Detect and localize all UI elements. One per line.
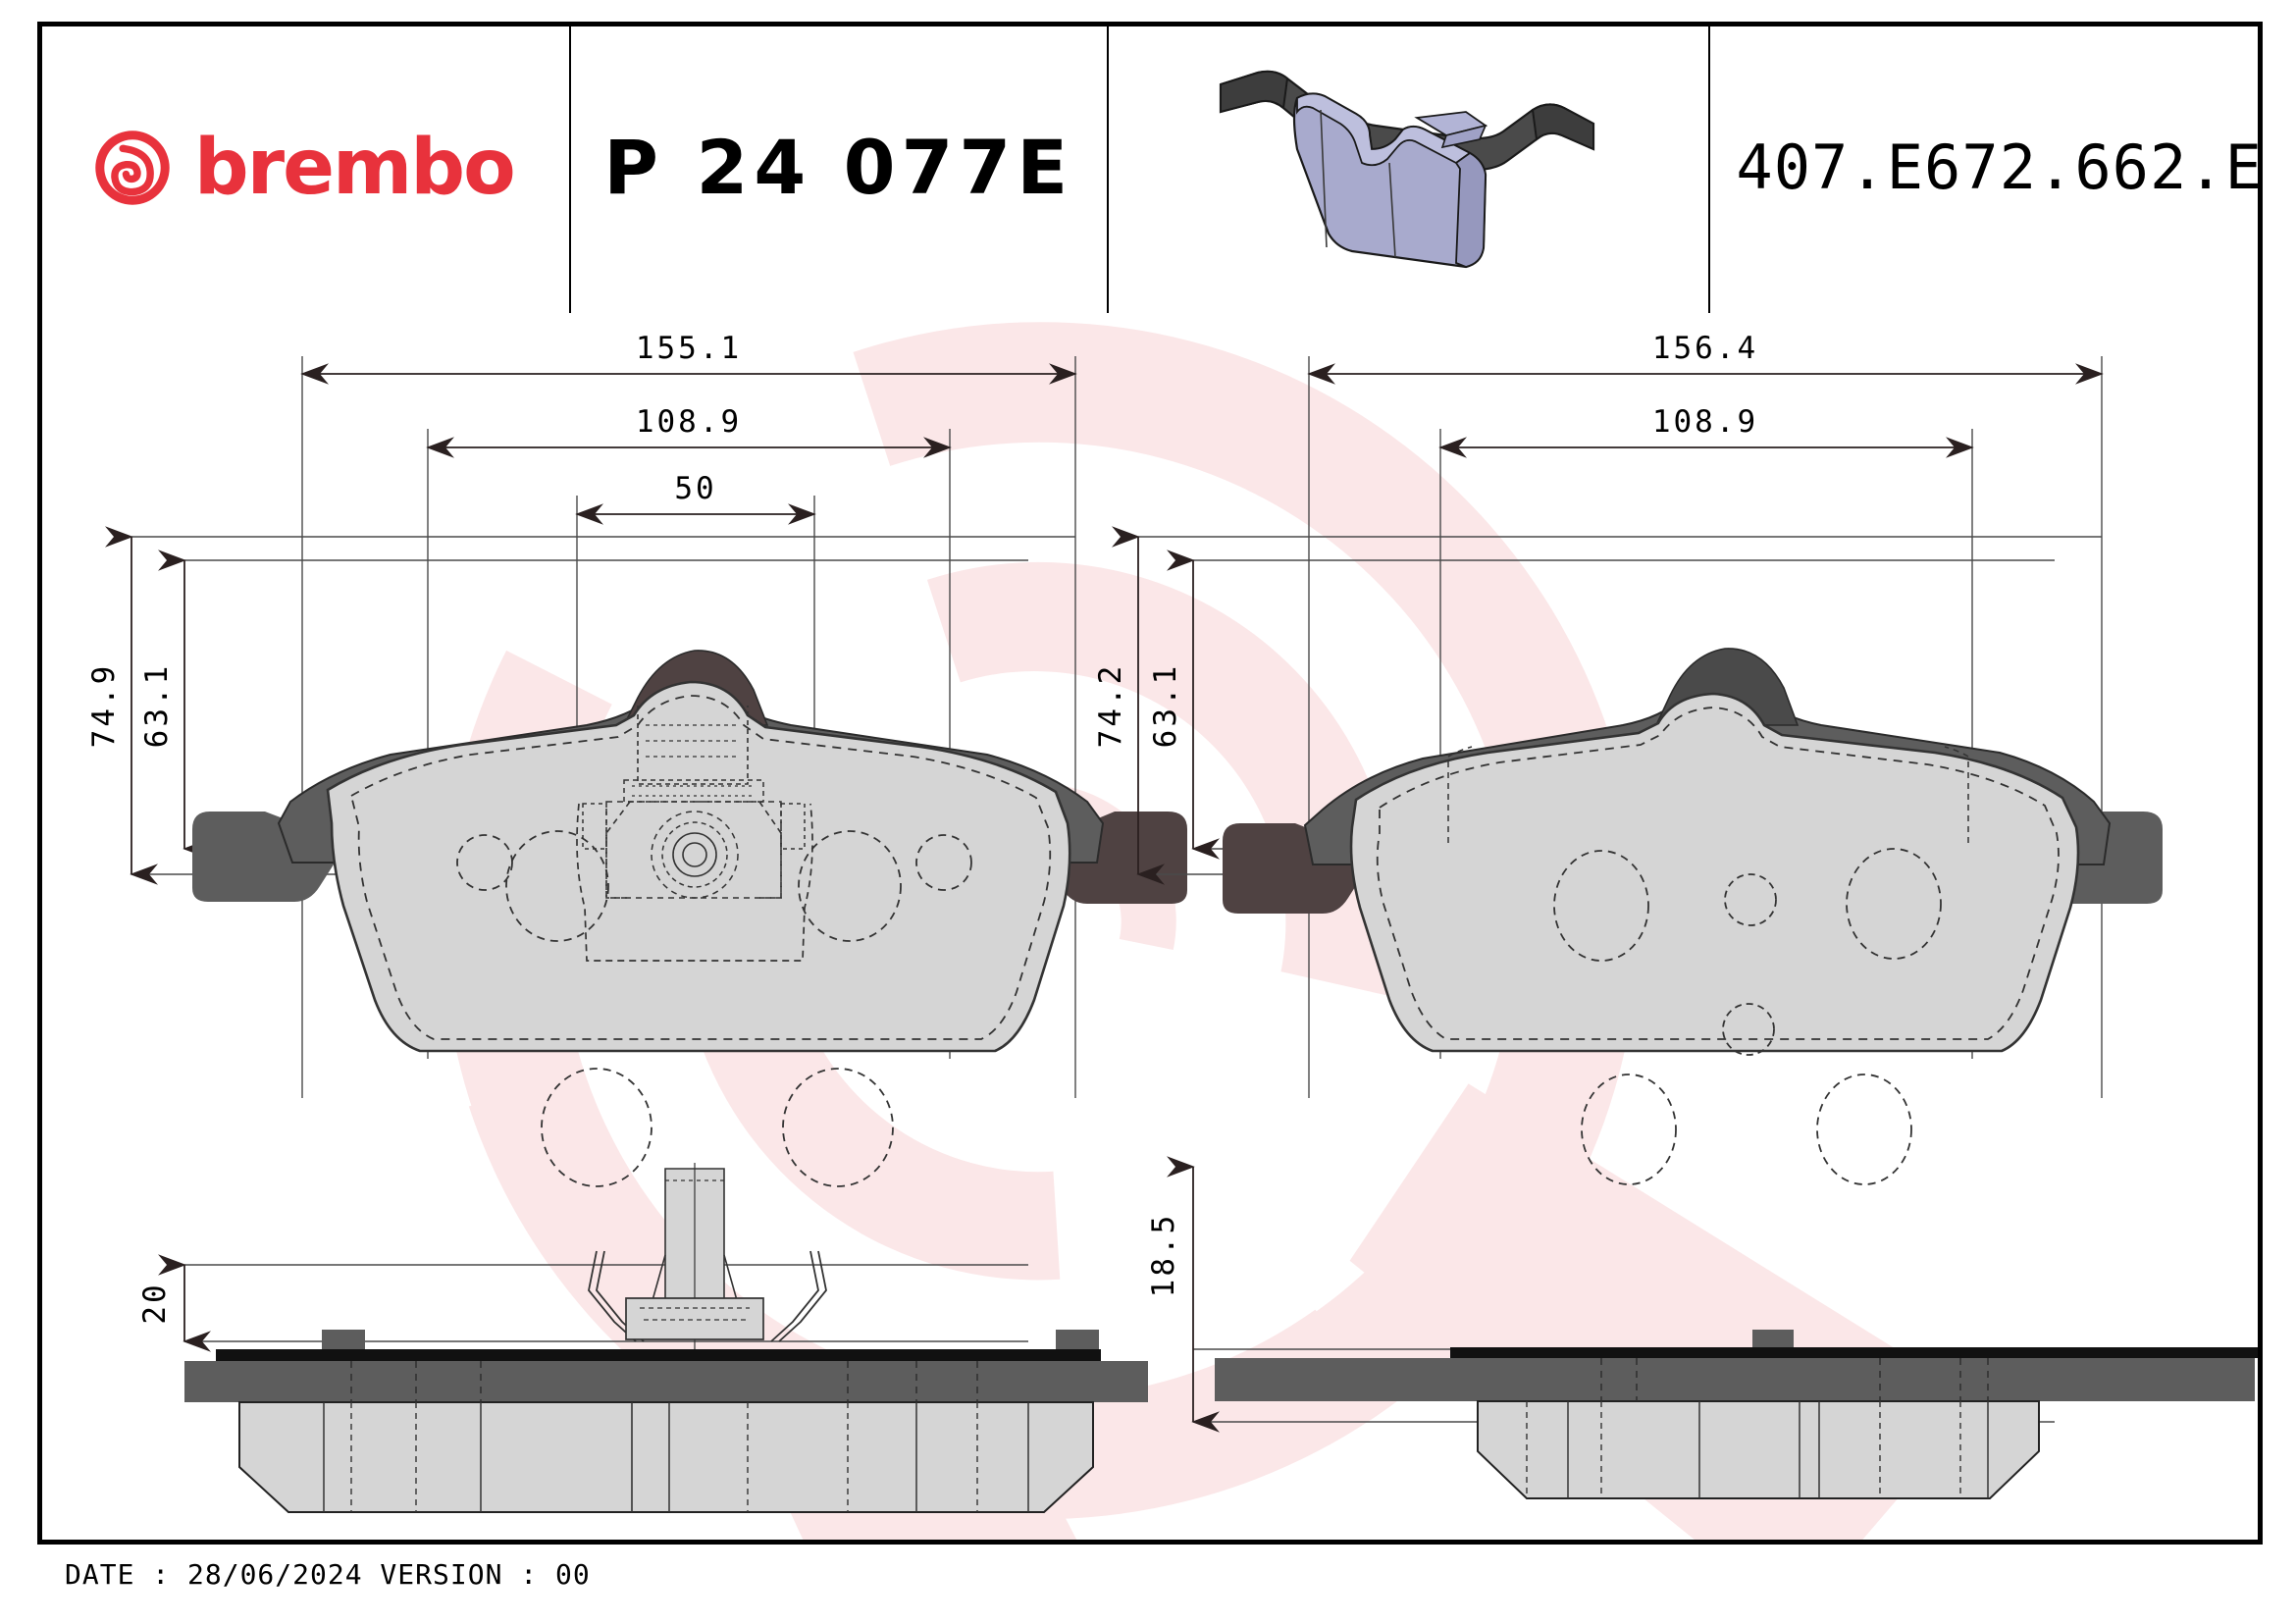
backplate-side-right — [1215, 1358, 2255, 1401]
hole-upper-right-right-pad — [1846, 848, 1942, 960]
friction-material-right — [1349, 692, 2080, 1053]
hole-lower-right — [782, 1068, 894, 1187]
dim-label-108-9-right: 108.9 — [1652, 404, 1758, 440]
hole-upper-left-large — [505, 830, 609, 942]
dimension-overall-width-right: 156.4 — [1307, 331, 2104, 385]
dim-label-108-9: 108.9 — [636, 404, 742, 440]
left-pad-side-view — [184, 1163, 1148, 1513]
backplate-edge-strip — [216, 1349, 1101, 1361]
backplate-side — [184, 1361, 1148, 1402]
drawing-canvas: 155.1 108.9 50 74.9 — [37, 313, 2296, 1614]
left-pad-drawing: 155.1 108.9 50 74.9 — [86, 331, 1187, 1614]
section-lines — [323, 1402, 1029, 1512]
dimension-friction-height-left: 63.1 — [139, 550, 211, 860]
title-block: brembo P 24 077E — [37, 22, 2263, 313]
dim-label-20: 20 — [137, 1282, 173, 1324]
dimension-overall-width-left: 155.1 — [300, 331, 1077, 385]
dim-label-63-1: 63.1 — [139, 663, 175, 749]
left-pad-plan-view — [192, 650, 1187, 1187]
hole-center-upper-right-pad — [1724, 873, 1777, 926]
dimension-friction-height-right: 63.1 — [1148, 550, 1220, 860]
product-code-cell: P 24 077E — [568, 22, 1107, 313]
brembo-logo: brembo — [92, 123, 516, 212]
dimension-thickness-right: 18.5 — [1146, 1156, 1220, 1433]
dimension-notch-width-left: 50 — [575, 471, 816, 525]
chamfer-right-right-pad — [1944, 746, 1969, 843]
right-pad-plan-view — [1223, 648, 2163, 1185]
hole-lower-right-right-pad — [1816, 1074, 1912, 1185]
brake-pad-3d-render-icon — [1219, 70, 1594, 268]
brembo-mark-icon — [95, 130, 170, 205]
dim-label-50: 50 — [674, 471, 716, 506]
dimension-inner-width-left: 108.9 — [426, 404, 952, 458]
right-pad-drawing: 156.4 108.9 74.2 63.1 — [1093, 331, 2296, 1614]
right-pad-side-view — [1215, 1330, 2296, 1499]
hole-upper-right-small — [915, 834, 972, 891]
sensor-base — [625, 1297, 764, 1340]
hole-upper-left-small — [456, 834, 513, 891]
dim-label-155-1: 155.1 — [636, 331, 742, 366]
dimension-overall-height-right: 74.2 — [1093, 526, 1165, 885]
friction-inner-outline-right — [1376, 707, 2060, 1040]
footer-metadata: DATE : 28/06/2024 VERSION : 00 — [65, 1558, 591, 1591]
product-image-cell — [1106, 22, 1708, 313]
dim-label-18-5: 18.5 — [1146, 1213, 1181, 1298]
friction-side — [238, 1401, 1094, 1513]
hole-center-lower-right-pad — [1722, 1003, 1775, 1056]
part-number-cell: 407.E672.662.E — [1708, 22, 2263, 313]
hole-upper-right-large — [798, 830, 902, 942]
chamfer-left-right-pad — [1447, 746, 1473, 843]
dim-label-63-1-right: 63.1 — [1148, 663, 1183, 749]
dim-label-74-2: 74.2 — [1093, 663, 1128, 749]
dimension-inner-width-right: 108.9 — [1438, 404, 1974, 458]
backplate-edge-strip-right — [1450, 1347, 2296, 1358]
product-code: P 24 077E — [603, 124, 1074, 211]
brand-cell: brembo — [37, 22, 569, 313]
hole-lower-left-right-pad — [1581, 1074, 1677, 1185]
friction-side-right — [1477, 1400, 2040, 1499]
hole-lower-left — [541, 1068, 652, 1187]
section-lines-right — [1526, 1401, 1989, 1498]
part-number: 407.E672.662.E — [1736, 131, 2263, 203]
dimension-thickness-left: 20 — [137, 1254, 211, 1352]
dim-label-156-4: 156.4 — [1652, 331, 1758, 366]
dim-label-74-9: 74.9 — [86, 663, 122, 749]
brand-wordmark: brembo — [193, 123, 516, 212]
hole-upper-left-right-pad — [1553, 850, 1649, 962]
dimension-overall-height-left: 74.9 — [86, 526, 158, 885]
